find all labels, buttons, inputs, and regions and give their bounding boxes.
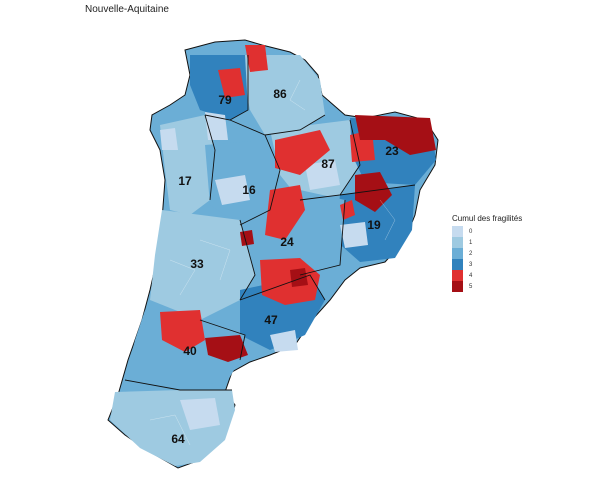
- dept-24-zone: [240, 190, 345, 275]
- dept-label-86: 86: [273, 87, 287, 101]
- legend-label: 0: [469, 228, 473, 235]
- cluster-light-7: [160, 128, 178, 150]
- cluster-red-1: [218, 68, 245, 98]
- legend-label: 3: [469, 261, 473, 268]
- dept-label-19: 19: [367, 218, 381, 232]
- cluster-red-4: [265, 185, 305, 240]
- cluster-light-2: [215, 175, 250, 205]
- dept-64-zone: [110, 390, 235, 466]
- dept-33-zone: [150, 210, 255, 320]
- legend-item: 4: [452, 270, 522, 281]
- cluster-darkred-3: [205, 335, 248, 362]
- cluster-light-5: [270, 330, 298, 352]
- dept-label-24: 24: [280, 235, 294, 249]
- cluster-darkred-1: [355, 115, 436, 155]
- dept-label-33: 33: [190, 257, 204, 271]
- dept-label-79: 79: [218, 93, 232, 107]
- legend-swatch: [452, 259, 463, 270]
- cluster-red-2: [245, 45, 268, 72]
- legend-swatch: [452, 248, 463, 259]
- dept-label-23: 23: [385, 144, 399, 158]
- cluster-darkred-5: [290, 268, 308, 287]
- dept-label-17: 17: [178, 174, 192, 188]
- legend-item: 0: [452, 226, 522, 237]
- legend-label: 2: [469, 250, 473, 257]
- dept-label-40: 40: [183, 344, 197, 358]
- cluster-light-1: [205, 112, 228, 140]
- dept-label-16: 16: [242, 183, 256, 197]
- legend-item: 3: [452, 259, 522, 270]
- map-title: Nouvelle-Aquitaine: [85, 4, 169, 15]
- legend-title: Cumul des fragilités: [452, 214, 523, 223]
- legend-item: 1: [452, 237, 522, 248]
- legend-label: 5: [469, 283, 473, 290]
- cluster-darkred-4: [240, 230, 254, 246]
- legend-swatch: [452, 226, 463, 237]
- legend-items: 0 1 2 3 4 5: [452, 226, 522, 292]
- cluster-light-3: [305, 160, 340, 190]
- dept-label-64: 64: [171, 432, 185, 446]
- legend-swatch: [452, 270, 463, 281]
- legend-label: 4: [469, 272, 473, 279]
- department-boundaries: [124, 55, 416, 391]
- cluster-darkred-2: [355, 172, 392, 212]
- cluster-light-6: [180, 398, 220, 430]
- commune-boundaries: [149, 79, 396, 446]
- legend-swatch: [452, 237, 463, 248]
- dept-label-47: 47: [264, 313, 278, 327]
- cluster-red-6: [160, 310, 205, 352]
- dept-label-87: 87: [321, 157, 335, 171]
- cluster-light-4: [340, 222, 368, 248]
- legend-item: 2: [452, 248, 522, 259]
- legend-item: 5: [452, 281, 522, 292]
- cluster-red-3: [275, 130, 330, 175]
- legend-label: 1: [469, 239, 473, 246]
- legend-swatch: [452, 281, 463, 292]
- legend: Cumul des fragilités 0 1 2 3 4 5: [452, 214, 522, 292]
- dept-86-zone: [245, 55, 325, 135]
